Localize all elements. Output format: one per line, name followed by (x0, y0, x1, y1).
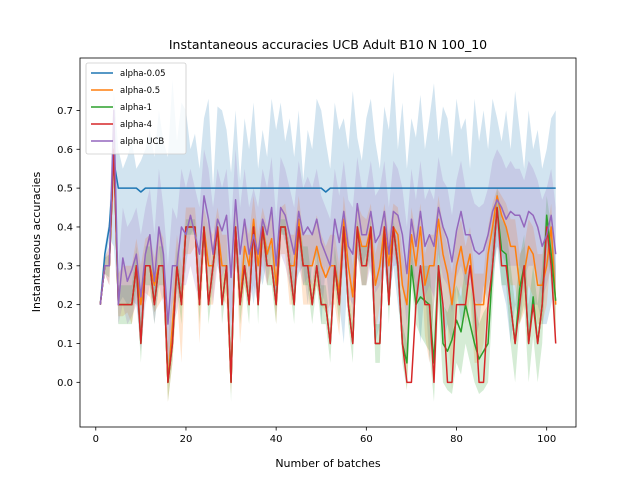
x-tick-label: 80 (450, 434, 463, 445)
legend-entry: alpha UCB (120, 137, 164, 147)
x-axis-label: Number of batches (275, 457, 381, 470)
x-tick-label: 0 (93, 434, 99, 445)
y-tick-label: 0.1 (57, 339, 73, 350)
y-axis-label: Instantaneous accuracies (30, 172, 43, 313)
y-tick-label: 0.0 (57, 378, 73, 389)
chart-title: Instantaneous accuracies UCB Adult B10 N… (169, 37, 487, 52)
x-tick-label: 100 (537, 434, 556, 445)
legend-entry: alpha-0.05 (120, 69, 166, 79)
band-alpha-ucb (100, 102, 556, 375)
y-axis-ticks: 0.0 0.1 0.2 0.3 0.4 0.5 0.6 0.7 (57, 106, 80, 389)
band-alpha-0-05 (100, 71, 556, 383)
y-tick-label: 0.3 (57, 261, 73, 272)
y-tick-label: 0.5 (57, 184, 73, 195)
plot-area (99, 71, 557, 402)
axes-frame (79, 57, 577, 428)
x-tick-label: 20 (180, 434, 193, 445)
series-line-alpha-0-05 (99, 160, 556, 305)
y-tick-label: 0.6 (57, 145, 73, 156)
legend-box (85, 62, 187, 155)
series-lines (99, 109, 557, 384)
y-tick-label: 0.7 (57, 106, 73, 117)
legend-entry: alpha-4 (120, 120, 152, 130)
legend-entry: alpha-0.5 (120, 86, 160, 96)
y-tick-label: 0.4 (57, 222, 73, 233)
series-line-alpha-4 (99, 148, 557, 384)
x-tick-label: 60 (360, 434, 373, 445)
series-line-alpha-ucb (99, 109, 557, 325)
legend: alpha-0.05 alpha-0.5 alpha-1 alpha-4 alpha U… (85, 62, 187, 155)
x-axis-ticks: 0 20 40 60 80 100 (93, 427, 556, 445)
legend-entry: alpha-1 (120, 103, 152, 113)
x-tick-label: 40 (270, 434, 283, 445)
y-tick-label: 0.2 (57, 300, 73, 311)
